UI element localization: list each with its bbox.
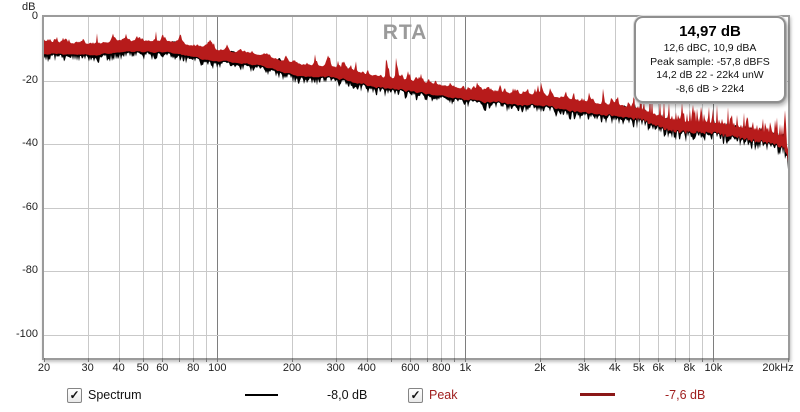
x-tick-label: 3k [577, 362, 590, 374]
x-tick-label: 2k [534, 362, 546, 374]
x-tick-mark [410, 358, 411, 362]
x-tick-mark [788, 358, 789, 362]
peak-legend-label: Peak [429, 388, 458, 402]
x-tick-mark [217, 358, 218, 362]
x-tick-mark [162, 358, 163, 362]
x-tick-label: 10k [704, 362, 723, 374]
y-tick-label: -20 [22, 73, 38, 86]
x-tick-mark [391, 358, 392, 362]
x-tick-label: 4k [608, 362, 621, 374]
peak-trace [44, 31, 788, 162]
x-tick-mark [336, 358, 337, 362]
peak-checkbox[interactable]: ✓ [408, 388, 423, 403]
x-tick-mark [639, 358, 640, 362]
x-tick-mark [584, 358, 585, 362]
x-tick-mark [540, 358, 541, 362]
info-line: 14,2 dB 22 - 22k4 unW [656, 69, 764, 81]
x-tick-mark [206, 358, 207, 362]
x-tick-mark [441, 358, 442, 362]
x-tick-label: 80 [187, 362, 200, 374]
x-tick-label: 300 [326, 362, 345, 374]
peak-level-value: -7,6 dB [665, 388, 706, 402]
x-tick-mark [658, 358, 659, 362]
x-tick-label: 30 [81, 362, 94, 374]
info-line: -8,6 dB > 22k4 [675, 82, 745, 95]
x-tick-label: 800 [432, 362, 451, 374]
x-tick-label: 5k [632, 362, 645, 374]
x-tick-label: 20kHz [762, 362, 794, 374]
y-axis-unit: dB [22, 1, 36, 13]
x-tick-mark [713, 358, 714, 362]
y-tick-label: -100 [15, 327, 38, 340]
info-line: 12,6 dBC, 10,9 dBA [663, 42, 757, 54]
x-tick-label: 200 [282, 362, 302, 374]
x-tick-mark [292, 358, 293, 362]
x-tick-label: 6k [652, 362, 665, 374]
spectrum-checkbox[interactable]: ✓ [67, 388, 82, 403]
x-tick-mark [179, 358, 180, 362]
peak-line-swatch [580, 393, 615, 396]
x-tick-mark [689, 358, 690, 362]
x-tick-label: 50 [136, 362, 149, 374]
x-tick-mark [675, 358, 676, 362]
x-tick-mark [465, 358, 466, 362]
check-icon: ✓ [410, 388, 421, 402]
y-tick-label: 0 [31, 10, 38, 22]
measurement-info-box: 14,97 dB 12,6 dBC, 10,9 dBA Peak sample: … [634, 16, 786, 103]
x-tick-label: 100 [208, 362, 227, 374]
x-tick-mark [88, 358, 89, 362]
x-tick-mark [143, 358, 144, 362]
info-line: Peak sample: -57,8 dBFS [650, 55, 770, 68]
x-tick-label: 60 [156, 362, 169, 374]
x-tick-label: 40 [112, 362, 125, 374]
legend: ✓ Spectrum -8,0 dB ✓ Peak -7,6 dB [0, 384, 800, 410]
x-tick-mark [44, 358, 45, 362]
x-tick-label: 600 [401, 362, 420, 374]
chart-title: RTA [382, 21, 428, 44]
y-tick-label: -80 [22, 264, 38, 276]
x-tick-label: 400 [357, 362, 376, 374]
x-tick-mark [702, 358, 703, 362]
check-icon: ✓ [69, 388, 80, 402]
x-tick-mark [119, 358, 120, 362]
x-tick-mark [615, 358, 616, 362]
x-tick-mark [367, 358, 368, 362]
x-tick-mark [427, 358, 428, 362]
x-tick-label: 20 [37, 362, 51, 374]
y-tick-label: -40 [22, 137, 38, 149]
spectrum-trace [44, 40, 788, 170]
x-tick-mark [454, 358, 455, 362]
info-level-readout: 14,97 dB [679, 23, 741, 40]
y-tick-label: -60 [22, 200, 38, 213]
spectrum-level-value: -8,0 dB [327, 388, 368, 402]
info-detail-lines: 12,6 dBC, 10,9 dBA Peak sample: -57,8 dBF… [639, 42, 781, 96]
spectrum-legend-label: Spectrum [88, 388, 142, 402]
spectrum-line-swatch [245, 394, 278, 396]
x-tick-label: 1k [459, 362, 472, 374]
x-tick-label: 8k [683, 362, 696, 374]
x-tick-mark [193, 358, 194, 362]
